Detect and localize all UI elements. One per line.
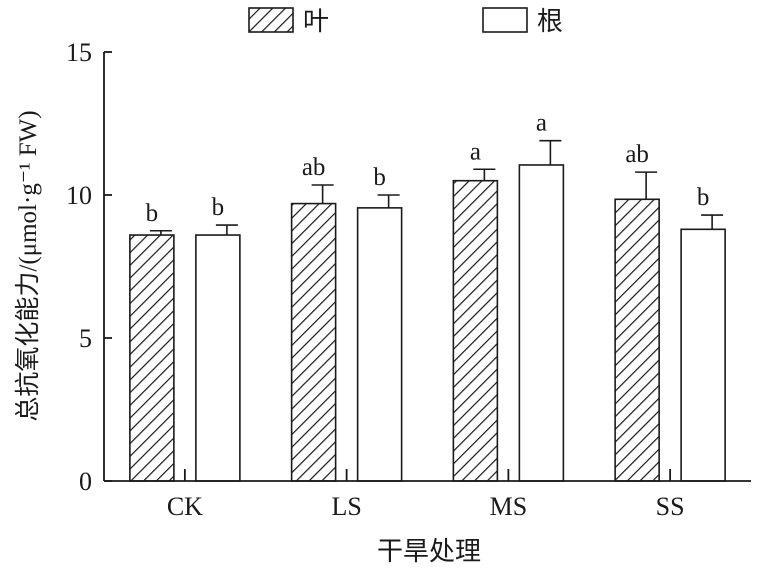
legend-label-root: 根 [537,7,563,36]
x-axis-ticks: CK LS MS SS [167,469,685,521]
bar-root [680,228,726,482]
bar-leaf [614,198,660,482]
significance-letter-leaf: ab [302,154,326,181]
x-tick-label: SS [656,492,685,521]
legend-label-leaf: 叶 [303,7,329,36]
bar-leaf [452,179,499,482]
significance-letter-leaf: b [146,200,159,227]
y-tick-label: 5 [79,324,92,353]
legend: 叶 根 [248,7,563,36]
x-tick-label: CK [167,492,203,521]
x-tick-label: LS [331,492,361,521]
legend-swatch-root [482,7,528,33]
bar-root [356,207,403,482]
bar-root [518,164,565,482]
x-tick-label: MS [490,492,528,521]
significance-letter-root: b [212,194,225,221]
bar-root [195,234,241,482]
y-axis-ticks: 0 5 10 15 [66,38,112,496]
bars-group: b b ab b a a ab b [129,110,726,482]
significance-letter-root: b [373,164,386,191]
significance-letter-leaf: a [470,138,481,165]
y-tick-label: 0 [79,467,92,496]
y-tick-label: 10 [66,181,92,210]
significance-letter-root: b [697,184,710,211]
y-tick-label: 15 [66,38,92,67]
legend-swatch-leaf [248,7,294,33]
y-axis-title: 总抗氧化能力/(μmol·g⁻¹ FW) [14,110,42,421]
significance-letter-leaf: ab [625,141,649,168]
x-axis-title: 干旱处理 [377,537,481,566]
bar-leaf [129,234,175,482]
bar-leaf [290,202,337,482]
significance-letter-root: a [536,110,547,137]
